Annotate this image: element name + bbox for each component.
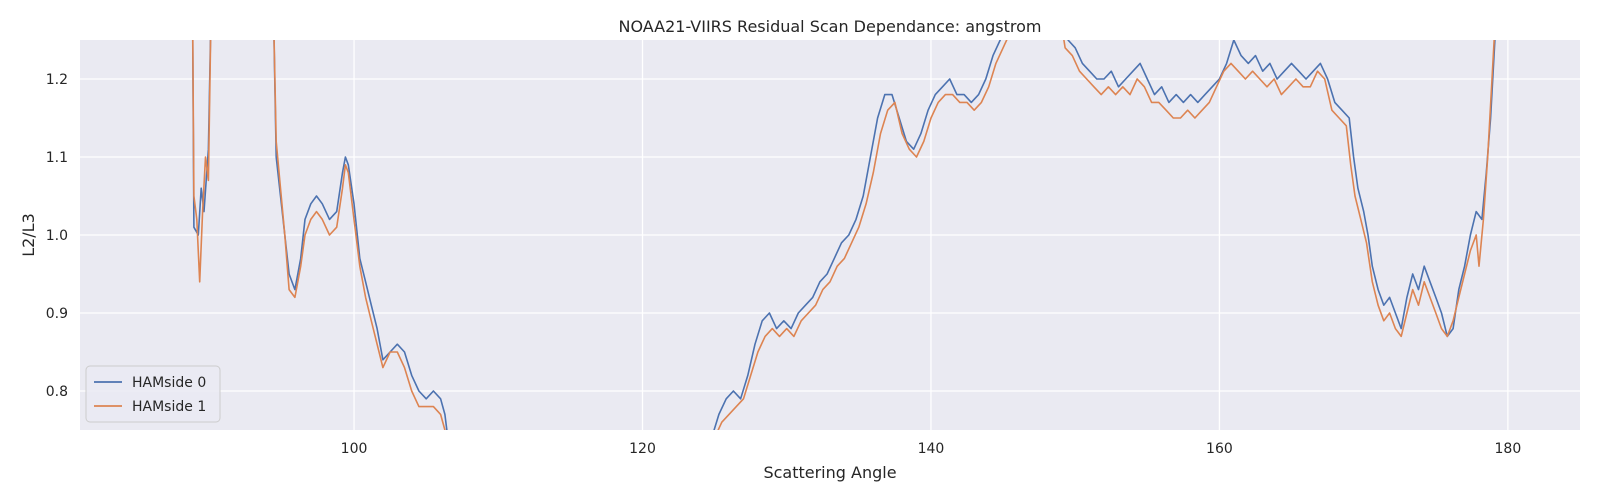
legend-label: HAMside 1: [132, 399, 206, 415]
x-axis-label: Scattering Angle: [763, 463, 896, 482]
legend-label: HAMside 0: [132, 375, 206, 391]
series-lines: [191, 40, 1508, 430]
x-tick-label: 140: [918, 441, 945, 457]
x-tick-label: 120: [629, 441, 656, 457]
y-axis-label: L2/L3: [19, 213, 38, 257]
y-tick-label: 0.9: [46, 306, 68, 322]
y-tick-label: 1.1: [46, 150, 68, 166]
y-tick-label: 1.0: [46, 228, 68, 244]
y-tick-label: 0.8: [46, 384, 68, 400]
series-hamside-1: [191, 40, 1495, 430]
series-line: [713, 40, 1496, 430]
chart-title: NOAA21-VIIRS Residual Scan Dependance: a…: [618, 17, 1041, 36]
x-tick-label: 100: [341, 441, 368, 457]
series-line: [717, 40, 1495, 430]
series-line: [1506, 40, 1508, 41]
series-line: [273, 40, 448, 430]
y-tick-label: 1.2: [46, 72, 68, 88]
x-tick-label: 160: [1206, 441, 1233, 457]
x-tick-label: 180: [1495, 441, 1522, 457]
legend-box: [85, 365, 221, 423]
series-line: [191, 40, 212, 283]
legend: HAMside 0 HAMside 1: [85, 365, 221, 423]
series-line: [273, 40, 446, 430]
tick-labels: 100 120 140 160 180 0.8 0.9 1.0 1.1 1.2: [46, 72, 1522, 457]
